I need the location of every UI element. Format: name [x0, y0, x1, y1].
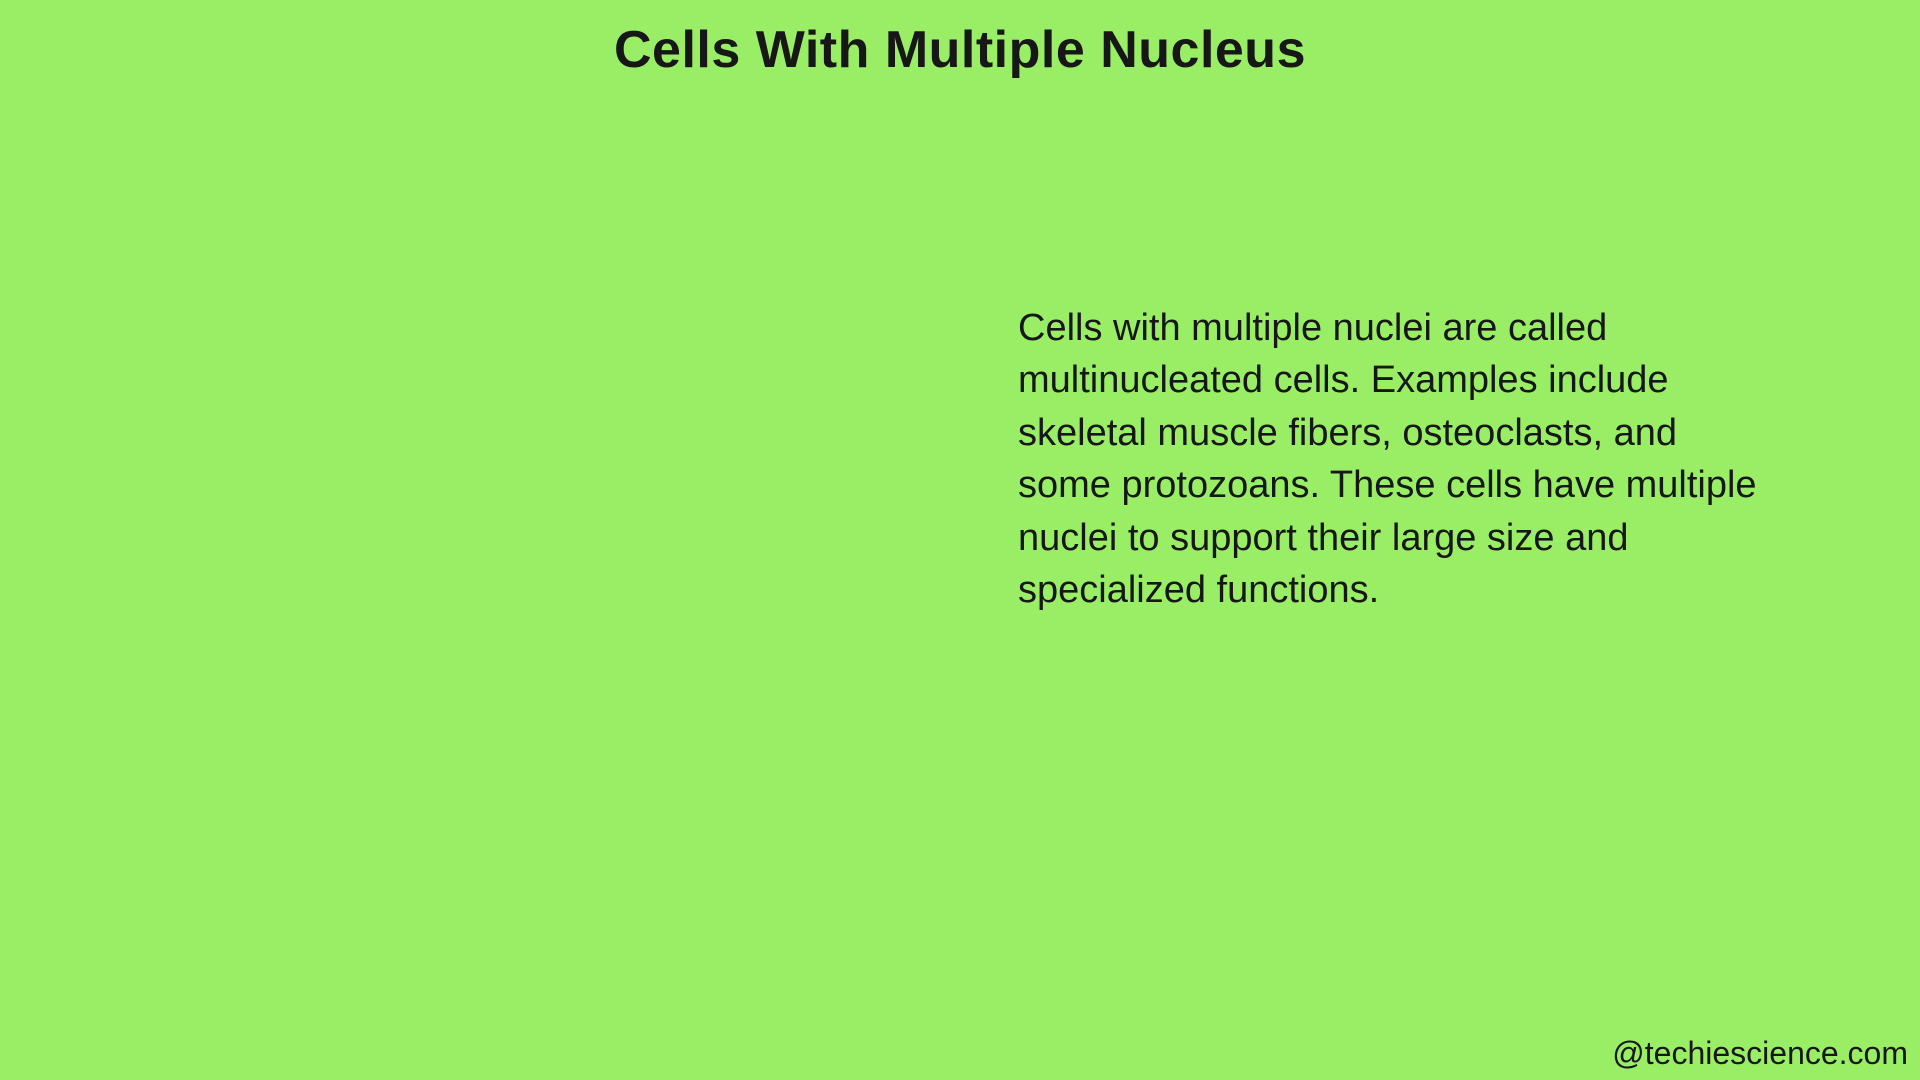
attribution-text: @techiescience.com — [1612, 1035, 1908, 1072]
body-paragraph: Cells with multiple nuclei are called mu… — [1018, 302, 1778, 617]
page-title: Cells With Multiple Nucleus — [0, 20, 1920, 80]
